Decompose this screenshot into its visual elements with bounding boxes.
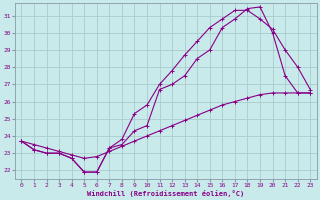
X-axis label: Windchill (Refroidissement éolien,°C): Windchill (Refroidissement éolien,°C): [87, 190, 244, 197]
